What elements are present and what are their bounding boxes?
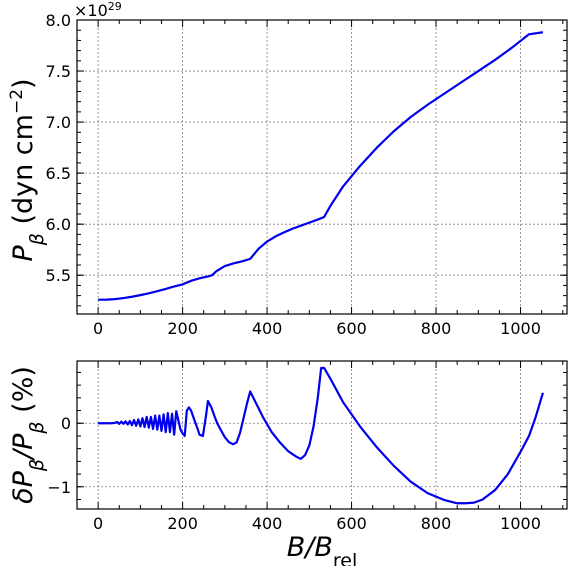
x-tick-label: 600 (336, 319, 367, 338)
y-tick-label: 6.5 (46, 164, 71, 183)
y-tick-label: 7.0 (46, 113, 71, 132)
x-tick-label: 1000 (500, 514, 541, 533)
bottom-ticks (76, 361, 567, 509)
x-axis-label: B/Brel (287, 532, 358, 566)
y-tick-label: 7.5 (46, 62, 71, 81)
y-tick-label: 6.0 (46, 215, 71, 234)
x-tick-label: 200 (167, 514, 198, 533)
top-panel: 0 200 400 600 800 1000 5.5 6.0 6.5 7.0 7.5 8.0 ×102… (7, 0, 568, 338)
bottom-axes-frame (76, 360, 568, 510)
x-tick-label: 400 (252, 319, 283, 338)
x-tick-label: 800 (421, 319, 452, 338)
bottom-tick-labels: 0 200 400 600 800 1000 −1 0 (47, 414, 540, 533)
top-axes-frame (76, 19, 568, 315)
bottom-grid (77, 361, 567, 509)
y-multiplier-label: ×1029 (74, 0, 122, 20)
x-tick-label: 0 (93, 514, 103, 533)
top-series-line (98, 31, 544, 301)
top-ticks (76, 19, 567, 314)
x-tick-label: 200 (167, 319, 198, 338)
y-tick-label: 8.0 (46, 11, 71, 30)
bottom-y-axis-label: δPβ/Pβ (%) (8, 366, 48, 504)
x-tick-label: 400 (252, 514, 283, 533)
bottom-series-line (98, 366, 544, 505)
x-tick-label: 1000 (500, 319, 541, 338)
bottom-panel: 0 200 400 600 800 1000 −1 0 δPβ/Pβ (%) B/Brel (8, 360, 568, 566)
x-tick-label: 800 (421, 514, 452, 533)
x-tick-label: 0 (93, 319, 103, 338)
top-grid (77, 19, 567, 314)
x-tick-label: 600 (336, 514, 367, 533)
y-tick-label: −1 (47, 478, 71, 497)
top-tick-labels: 0 200 400 600 800 1000 5.5 6.0 6.5 7.0 7.5 8.0 (46, 11, 541, 338)
y-tick-label: 5.5 (46, 266, 71, 285)
y-tick-label: 0 (61, 414, 71, 433)
top-y-axis-label: Pβ (dyn cm−2) (7, 78, 48, 261)
